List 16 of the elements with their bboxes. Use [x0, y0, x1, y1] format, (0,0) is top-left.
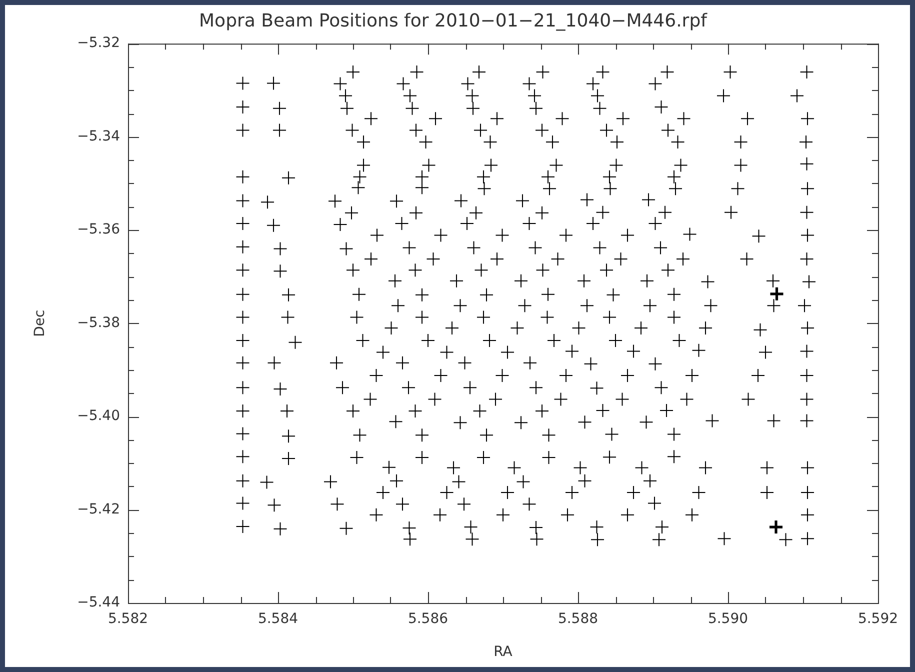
- chart-title: Mopra Beam Positions for 2010−01−21_1040−M446.rpf: [199, 10, 708, 32]
- x-axis-title: RA: [494, 644, 513, 660]
- y-axis-title: Dec: [32, 310, 48, 337]
- x-tick-label: 5.586: [408, 611, 448, 628]
- y-tick-label: −5.44: [77, 594, 120, 611]
- x-tick-label: 5.584: [258, 611, 298, 628]
- x-tick-label: 5.588: [558, 611, 598, 628]
- y-tick-label: −5.42: [77, 501, 120, 518]
- x-tick-label: 5.592: [858, 611, 898, 628]
- y-tick-label: −5.40: [77, 408, 120, 424]
- y-tick-label: −5.36: [77, 222, 120, 238]
- y-tick-label: −5.34: [77, 128, 120, 144]
- y-tick-label: −5.38: [77, 314, 120, 331]
- x-tick-label: 5.590: [708, 611, 748, 628]
- x-tick-label: 5.582: [108, 611, 148, 628]
- y-tick-label: −5.32: [77, 35, 120, 52]
